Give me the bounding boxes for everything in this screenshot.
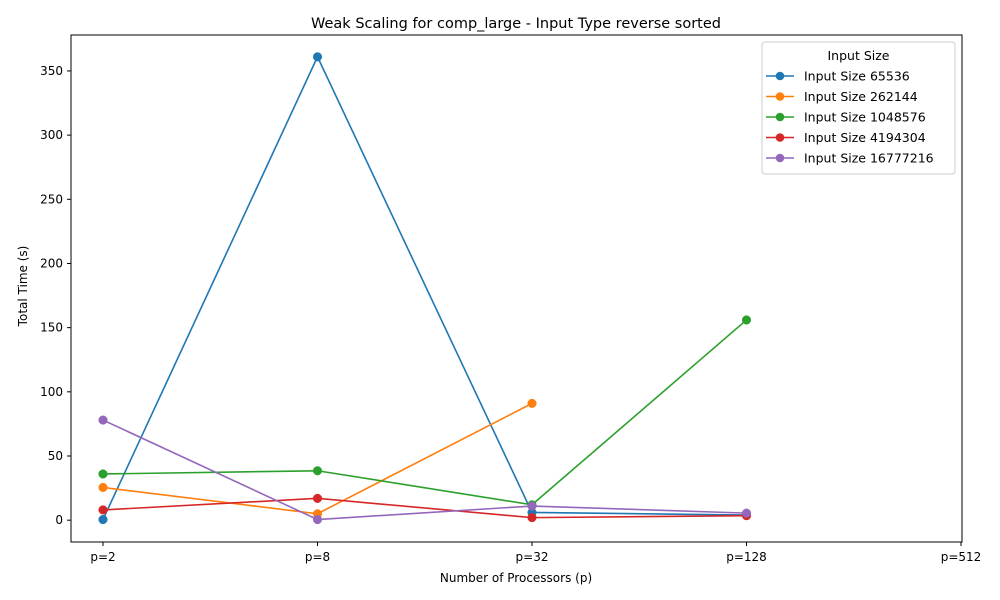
legend-swatch-marker (775, 133, 785, 142)
series-line (102, 497, 747, 519)
axes: p=2 p=8 p=32 p=128 p=512 0 50 100 150 200 250 300 35… (40, 34, 982, 564)
x-tick-label: p=512 (941, 550, 982, 564)
data-point (312, 493, 323, 503)
legend-label: Input Size 4194304 (804, 130, 926, 145)
legend-item: Input Size 1048576 (766, 110, 926, 125)
legend-box (761, 41, 956, 175)
legend-label: Input Size 16777216 (804, 151, 934, 166)
series-line (102, 319, 748, 506)
data-point (741, 315, 752, 325)
legend-item: Input Size 262144 (766, 89, 918, 104)
y-tick-label: 150 (40, 321, 63, 335)
data-point (98, 482, 108, 492)
series-line (102, 54, 747, 520)
series-5 (98, 415, 752, 525)
data-point (98, 514, 108, 525)
x-tick-label: p=2 (90, 550, 115, 564)
y-tick-label: 300 (40, 128, 63, 142)
legend-item: Input Size 65536 (766, 69, 910, 84)
y-tick-label: 250 (40, 192, 63, 206)
plot-frame (70, 34, 963, 543)
chart-title: Weak Scaling for comp_large - Input Type… (311, 16, 721, 32)
data-point (98, 415, 108, 425)
data-point (98, 505, 108, 515)
legend-swatch-marker (775, 112, 785, 122)
data-point (312, 52, 323, 62)
y-tick-label: 0 (55, 513, 63, 527)
data-point (312, 514, 323, 525)
legend-swatch-marker (775, 71, 785, 81)
legend-title: Input Size (828, 48, 890, 63)
legend-item: Input Size 16777216 (766, 151, 934, 166)
legend-label: Input Size 262144 (804, 89, 918, 104)
y-tick-label: 200 (40, 256, 63, 270)
legend-item: Input Size 4194304 (766, 130, 926, 145)
data-point (98, 469, 108, 479)
legend: Input Size Input Size 65536 Input Size 262… (761, 41, 956, 175)
legend-label: Input Size 1048576 (804, 110, 926, 125)
y-axis-label: Total Time (s) (16, 246, 30, 328)
data-point (312, 466, 323, 476)
data-point (741, 508, 752, 518)
y-tick-label: 350 (40, 64, 63, 78)
data-point (527, 513, 537, 523)
y-tick-label: 100 (40, 385, 63, 399)
legend-swatch-marker (775, 153, 785, 163)
x-tick-label: p=128 (726, 550, 767, 564)
legend-swatch-marker (775, 92, 785, 101)
x-tick-label: p=8 (305, 550, 330, 564)
data-point (527, 398, 537, 408)
x-tick-label: p=32 (516, 550, 549, 564)
y-tick-label: 50 (48, 449, 63, 463)
data-point (527, 501, 537, 511)
series-line (102, 419, 747, 521)
series-lines (98, 52, 752, 525)
x-axis-label: Number of Processors (p) (440, 571, 592, 585)
legend-label: Input Size 65536 (804, 69, 910, 84)
